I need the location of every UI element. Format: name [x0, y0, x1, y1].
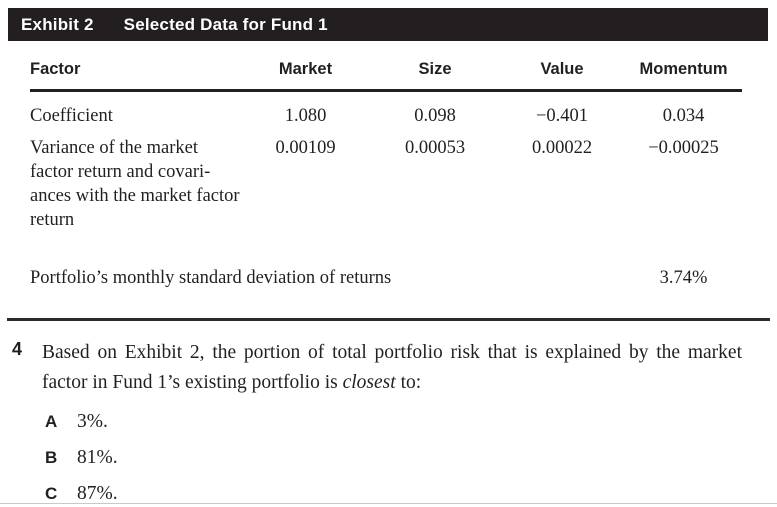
question-text-before: Based on Exhibit 2, the portion of total…	[42, 342, 742, 393]
column-header-value: Value	[540, 60, 584, 78]
option-c-letter: C	[45, 484, 58, 503]
column-header-momentum: Momentum	[639, 60, 728, 78]
section-divider-rule	[7, 318, 770, 321]
option-b: B 81%.	[0, 447, 777, 469]
cell-size: 0.00053	[404, 138, 466, 158]
option-b-text: 81%.	[77, 447, 118, 468]
option-a-text: 3%.	[77, 411, 108, 432]
question-text: Based on Exhibit 2, the portion of total…	[42, 338, 742, 398]
exhibit-header-bar: Exhibit 2 Selected Data for Fund 1	[8, 8, 768, 41]
question-emphasis: closest	[342, 372, 396, 393]
table-header-row: Factor Market Size Value Momentum	[30, 41, 742, 92]
cell-size: 0.098	[414, 106, 456, 126]
bottom-hairline-rule	[0, 503, 777, 504]
cell-value: −0.401	[535, 106, 589, 126]
table-row-coefficient: Coefficient 1.080 0.098 −0.401 0.034	[30, 92, 742, 128]
exhibit-title: Selected Data for Fund 1	[123, 14, 328, 34]
exhibit-table: Factor Market Size Value Momentum Coeffi…	[30, 41, 742, 289]
cell-market: 1.080	[284, 106, 327, 126]
question-text-after: to:	[395, 372, 422, 393]
column-header-size: Size	[418, 60, 452, 78]
option-a: A 3%.	[0, 411, 777, 433]
question-number: 4	[12, 339, 23, 359]
table-row-variance: Variance of the market factor return and…	[30, 128, 742, 232]
table-summary-row: Portfolio’s monthly standard deviation o…	[30, 268, 742, 289]
cell-value: 0.00022	[531, 138, 593, 158]
cell-factor: Coefficient	[30, 106, 113, 126]
cell-momentum: 0.034	[662, 106, 705, 126]
column-header-factor: Factor	[30, 60, 81, 78]
question-block: 4 Based on Exhibit 2, the portion of tot…	[0, 338, 777, 505]
cell-market: 0.00109	[275, 138, 336, 158]
cell-factor: Variance of the market factor return and…	[30, 138, 240, 230]
option-c-text: 87%.	[77, 483, 118, 504]
column-header-market: Market	[278, 60, 333, 78]
summary-value: 3.74%	[659, 268, 708, 288]
option-c: C 87%.	[0, 483, 777, 505]
exhibit-label: Exhibit 2	[21, 14, 94, 34]
answer-options: A 3%. B 81%. C 87%.	[0, 411, 777, 505]
option-b-letter: B	[45, 448, 58, 467]
option-a-letter: A	[45, 412, 58, 431]
summary-label: Portfolio’s monthly standard deviation o…	[30, 268, 392, 288]
cell-momentum: −0.00025	[648, 138, 719, 158]
